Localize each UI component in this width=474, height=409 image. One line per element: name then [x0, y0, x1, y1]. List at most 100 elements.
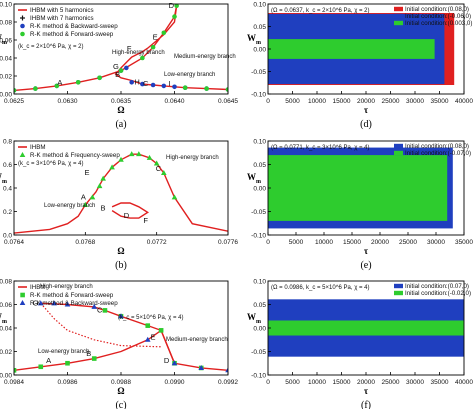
y-axis-label: Wm	[247, 312, 261, 325]
legend-swatch	[394, 13, 403, 19]
y-axis-label: Wm	[247, 172, 261, 185]
point-label-A: A	[57, 78, 62, 87]
x-tick-label: 15000	[343, 239, 361, 246]
y-tick-label: 0.02	[0, 73, 12, 80]
y-tick-label: 0.10	[253, 278, 266, 285]
y-tick-label: 0.8	[3, 138, 12, 145]
response-band-2	[268, 39, 435, 59]
branch-annotation: High-energy branch	[112, 50, 165, 56]
y-axis-label-sub: m	[256, 40, 261, 46]
x-tick-label: 10000	[308, 379, 326, 386]
plot-area	[14, 300, 228, 373]
x-tick-label: 5000	[285, 379, 300, 386]
x-tick-label: 30000	[406, 98, 424, 105]
x-axis-label: Ω	[117, 105, 124, 115]
branch-annotation: High-energy branch	[40, 284, 93, 290]
data-point	[89, 194, 96, 200]
data-point	[172, 14, 177, 19]
legend-entry: Initial condition:(0.07,0)	[405, 283, 469, 290]
y-tick-label: -0.10	[251, 91, 266, 98]
legend-swatch	[20, 23, 25, 29]
point-label-E: E	[84, 168, 89, 177]
y-tick-label: -0.05	[251, 349, 266, 356]
x-tick-label: 35000	[455, 239, 473, 246]
y-tick-label: 0.6	[3, 162, 12, 169]
branch-annotation: Low-energy branch	[44, 203, 95, 209]
y-axis-label-main: W	[247, 172, 256, 182]
data-point	[145, 323, 151, 328]
x-tick-label: 0.0992	[218, 379, 238, 386]
data-point	[171, 194, 178, 200]
x-tick-label: 35000	[430, 98, 448, 105]
x-tick-label: 0.0625	[4, 98, 24, 105]
data-point	[158, 328, 164, 333]
point-label-I: I	[169, 79, 171, 88]
panel-label: (e)	[360, 260, 371, 271]
data-point	[14, 368, 17, 373]
x-tick-label: 25000	[399, 239, 417, 246]
x-tick-label: 30000	[406, 379, 424, 386]
point-label-H: H	[134, 77, 139, 86]
x-tick-label: 0.0772	[147, 239, 167, 246]
data-point	[174, 4, 179, 9]
legend-swatch	[20, 292, 25, 298]
data-point	[109, 164, 115, 170]
legend-entry: IHBM with 5 harmonics	[30, 7, 94, 14]
point-label-D: D	[164, 356, 170, 365]
y-tick-label: 0.02	[0, 349, 12, 356]
plot-area	[268, 147, 453, 229]
y-tick-label: 0.4	[3, 185, 12, 192]
parameter-note: (k_c = 3×10^6 Pa, χ = 4)	[18, 161, 84, 167]
panel-b: A B C D E F 0.0764 0.0768 0.0772 0.0776 0.0 0.2 0.4 0…	[0, 138, 238, 271]
data-point	[96, 183, 103, 189]
point-label-C: C	[156, 164, 162, 173]
x-tick-label: 0.0768	[75, 239, 95, 246]
x-axis-label: τ	[364, 386, 369, 396]
x-tick-label: 0.0764	[4, 239, 24, 246]
branch-annotation: Medium-energy branch	[174, 54, 236, 60]
series-line-1	[111, 202, 150, 219]
series-line-3	[40, 302, 162, 348]
y-tick-label: 0.06	[0, 302, 12, 309]
x-tick-label: 0.0630	[58, 98, 78, 105]
data-point	[204, 86, 209, 91]
y-tick-label: 0.06	[0, 37, 12, 44]
legend-entry: IHBM	[30, 284, 45, 291]
point-label-F: F	[127, 44, 132, 53]
legend-swatch	[19, 152, 26, 157]
legend-entry: IHBM	[30, 144, 45, 151]
data-point	[33, 86, 38, 91]
point-label-A: A	[81, 192, 86, 201]
y-axis-label: Wm	[0, 172, 7, 185]
data-point	[82, 201, 89, 207]
data-point	[161, 30, 167, 36]
y-tick-label: -0.10	[251, 232, 266, 239]
x-tick-label: 0.0986	[58, 379, 78, 386]
y-tick-label: 0.2	[3, 209, 12, 216]
point-label-B: B	[86, 349, 91, 358]
y-tick-label: 0.04	[0, 325, 12, 332]
data-point	[172, 84, 177, 90]
data-point	[150, 44, 156, 50]
data-point	[124, 65, 129, 71]
branch-annotation: High-energy branch	[166, 155, 219, 161]
data-point	[51, 300, 57, 306]
y-axis-label-sub: m	[2, 179, 7, 185]
x-tick-label: 0	[266, 98, 270, 105]
x-tick-label: 15000	[332, 98, 350, 105]
legend-swatch	[394, 283, 403, 289]
y-axis-label-sub: m	[256, 179, 261, 185]
y-axis-label: Wm	[0, 312, 7, 325]
data-point	[171, 360, 178, 366]
y-tick-label: 0.08	[0, 278, 12, 285]
point-label-B: B	[115, 70, 120, 79]
y-tick-label: 0.08	[0, 19, 12, 26]
panel-c: A B C D E G 0.0984 0.0986 0.0988 0.0990 0.0992 0.00…	[0, 278, 238, 409]
x-tick-label: 20000	[357, 379, 375, 386]
data-point	[150, 82, 156, 88]
x-tick-label: 20000	[371, 239, 389, 246]
y-axis-label: Wm	[247, 33, 261, 46]
data-point	[37, 300, 44, 306]
data-point	[153, 160, 160, 166]
y-axis-label-sub: m	[2, 40, 7, 46]
